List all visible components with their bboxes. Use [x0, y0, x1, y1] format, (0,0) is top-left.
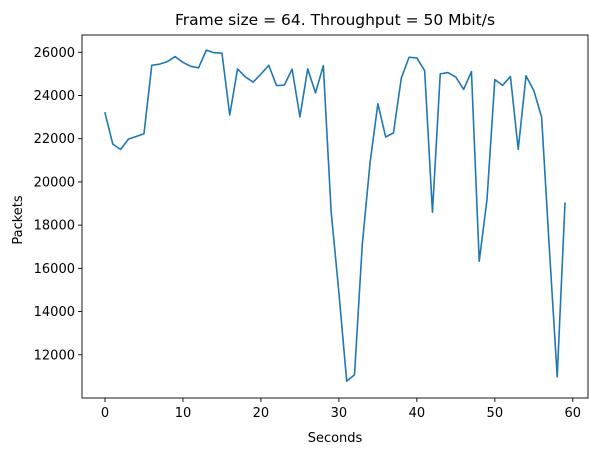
- y-tick-label: 26000: [34, 46, 75, 61]
- x-tick-label: 40: [409, 406, 426, 421]
- y-tick-label: 14000: [34, 305, 75, 320]
- y-tick-label: 20000: [34, 175, 75, 190]
- x-tick-label: 0: [101, 406, 109, 421]
- x-tick-label: 30: [331, 406, 348, 421]
- x-axis-label: Seconds: [308, 431, 363, 446]
- y-tick-label: 18000: [34, 219, 75, 234]
- y-axis-label: Packets: [11, 195, 26, 245]
- y-tick-label: 22000: [34, 132, 75, 147]
- plot-area: 0 10 20 30 40 50 60 12000 14000 16000 18000 20000 22…: [34, 34, 589, 421]
- y-tick-label: 16000: [34, 262, 75, 277]
- x-tick-label: 10: [175, 406, 192, 421]
- x-tick-label: 20: [253, 406, 270, 421]
- series-line-0: [104, 49, 566, 382]
- x-tick-label: 60: [565, 406, 582, 421]
- y-tick-label: 12000: [34, 348, 75, 363]
- axes-frame: [81, 34, 589, 399]
- chart-title: Frame size = 64. Throughput = 50 Mbit/s: [175, 11, 495, 29]
- x-tick-label: 50: [487, 406, 504, 421]
- y-tick-label: 24000: [34, 89, 75, 104]
